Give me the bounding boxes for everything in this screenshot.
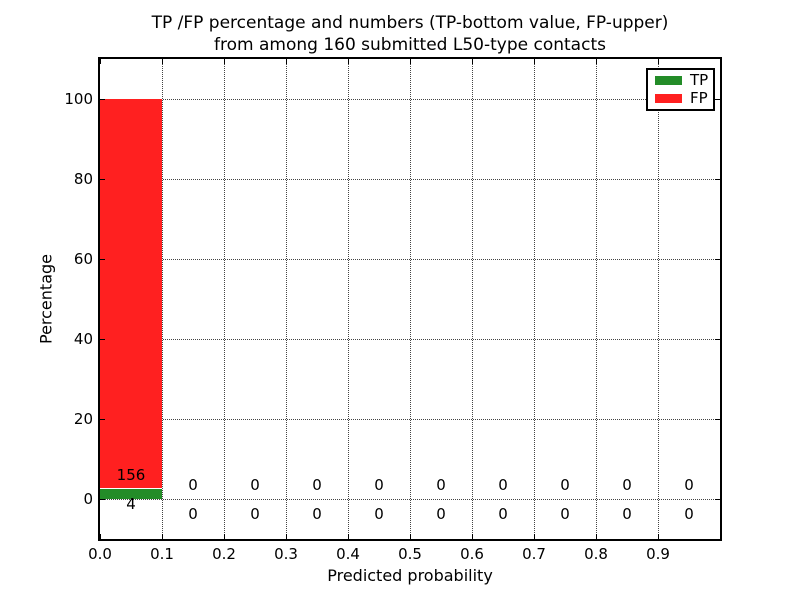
legend-entry-tp: TP <box>648 73 713 88</box>
tp-count-label: 0 <box>312 505 322 523</box>
gridline-horizontal <box>100 98 720 100</box>
y-axis-tick-right <box>715 98 720 100</box>
tp-count-label: 0 <box>436 505 446 523</box>
gridline-vertical <box>533 59 535 539</box>
gridline-vertical <box>471 59 473 539</box>
tp-count-label: 0 <box>374 505 384 523</box>
x-tick-label: 0.9 <box>646 545 670 563</box>
chart-title-line2: from among 160 submitted L50-type contac… <box>214 35 606 55</box>
y-tick-label: 0 <box>83 490 93 508</box>
fp-count-label: 0 <box>498 476 508 494</box>
tp-count-label: 0 <box>188 505 198 523</box>
x-axis-tick <box>595 534 597 539</box>
fp-count-label: 0 <box>188 476 198 494</box>
x-axis-tick-top <box>533 59 535 64</box>
x-tick-label: 0.2 <box>212 545 236 563</box>
x-tick-label: 0.4 <box>336 545 360 563</box>
gridline-vertical <box>595 59 597 539</box>
y-axis-tick-right <box>715 258 720 260</box>
y-axis-tick-right <box>715 178 720 180</box>
gridline-vertical <box>347 59 349 539</box>
x-tick-label: 0.5 <box>398 545 422 563</box>
y-axis-tick <box>100 258 105 260</box>
legend-label-tp: TP <box>690 71 709 89</box>
fp-legend-swatch-icon <box>655 94 682 103</box>
legend-entry-fp: FP <box>648 91 713 106</box>
fp-count-label: 0 <box>436 476 446 494</box>
fp-count-label: 156 <box>116 466 146 484</box>
tp-count-label: 4 <box>126 495 136 513</box>
y-tick-label: 100 <box>64 90 93 108</box>
chart-title-line1: TP /FP percentage and numbers (TP-bottom… <box>151 13 669 33</box>
x-axis-tick <box>99 534 101 539</box>
tp-count-label: 0 <box>684 505 694 523</box>
tp-legend-swatch-icon <box>655 76 682 85</box>
y-axis-tick-right <box>715 418 720 420</box>
y-axis-tick <box>100 98 105 100</box>
y-axis-tick-right <box>715 338 720 340</box>
gridline-vertical <box>285 59 287 539</box>
x-tick-label: 0.8 <box>584 545 608 563</box>
x-axis-tick-top <box>161 59 163 64</box>
fp-count-label: 0 <box>622 476 632 494</box>
y-tick-label: 80 <box>73 170 93 188</box>
gridline-horizontal <box>100 338 720 340</box>
x-tick-label: 0.3 <box>274 545 298 563</box>
fp-count-label: 0 <box>684 476 694 494</box>
x-axis-tick <box>347 534 349 539</box>
legend: TP FP <box>646 68 715 111</box>
gridline-horizontal <box>100 498 720 500</box>
x-axis-tick <box>657 534 659 539</box>
y-axis-tick <box>100 498 105 500</box>
x-tick-label: 0.1 <box>150 545 174 563</box>
gridline-horizontal <box>100 418 720 420</box>
fp-count-label: 0 <box>312 476 322 494</box>
y-tick-label: 40 <box>73 330 93 348</box>
gridline-horizontal <box>100 178 720 180</box>
x-axis-tick-top <box>409 59 411 64</box>
x-tick-label: 0.0 <box>88 545 112 563</box>
x-axis-tick-top <box>99 59 101 64</box>
x-axis-tick-top <box>471 59 473 64</box>
x-tick-label: 0.7 <box>522 545 546 563</box>
x-axis-tick <box>471 534 473 539</box>
x-axis-tick-top <box>347 59 349 64</box>
x-axis-tick <box>161 534 163 539</box>
tp-count-label: 0 <box>560 505 570 523</box>
x-axis-tick-top <box>285 59 287 64</box>
x-axis-tick <box>223 534 225 539</box>
fp-count-label: 0 <box>250 476 260 494</box>
x-tick-label: 0.6 <box>460 545 484 563</box>
gridline-vertical <box>409 59 411 539</box>
fp-count-label: 0 <box>374 476 384 494</box>
fp-bar <box>100 99 162 489</box>
tp-count-label: 0 <box>250 505 260 523</box>
x-axis-tick <box>285 534 287 539</box>
y-axis-tick <box>100 418 105 420</box>
gridline-vertical <box>161 59 163 539</box>
x-axis-tick-top <box>657 59 659 64</box>
fp-count-label: 0 <box>560 476 570 494</box>
y-axis-tick-right <box>715 498 720 500</box>
y-axis-tick <box>100 338 105 340</box>
tp-bar <box>100 489 162 499</box>
tp-count-label: 0 <box>622 505 632 523</box>
x-axis-tick-top <box>223 59 225 64</box>
gridline-vertical <box>657 59 659 539</box>
plot-area: 0.0 0.1 0.2 0.3 0.4 0.5 0.6 0.7 0.8 0.9 0 20 40 60 80 1… <box>64 59 720 563</box>
gridline-horizontal <box>100 258 720 260</box>
x-axis-tick <box>409 534 411 539</box>
x-axis-title: Predicted probability <box>327 566 493 585</box>
x-axis-tick-top <box>595 59 597 64</box>
gridline-vertical <box>223 59 225 539</box>
y-tick-label: 20 <box>73 410 93 428</box>
x-axis-tick <box>533 534 535 539</box>
y-tick-label: 60 <box>73 250 93 268</box>
tp-count-label: 0 <box>498 505 508 523</box>
y-axis-tick <box>100 178 105 180</box>
legend-label-fp: FP <box>690 89 708 107</box>
